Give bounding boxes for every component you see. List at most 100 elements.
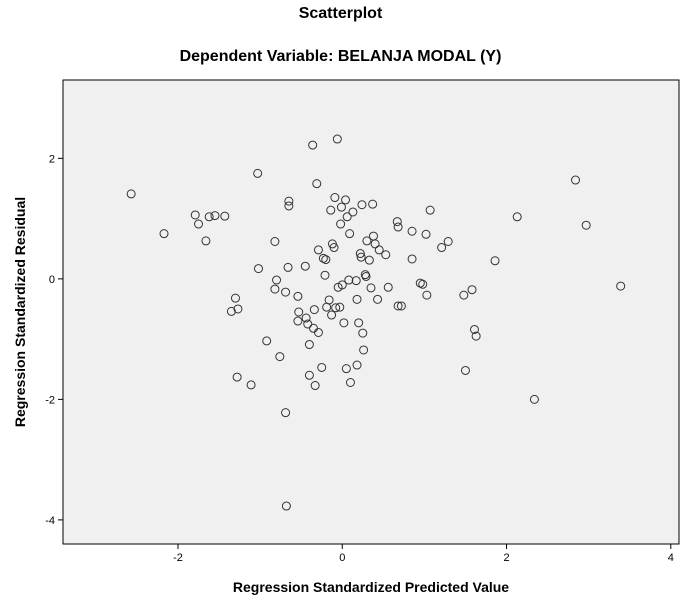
y-tick-label: -4 <box>45 515 55 527</box>
data-point <box>469 324 479 334</box>
data-point <box>358 328 368 338</box>
data-point <box>301 313 311 323</box>
data-point <box>490 256 500 266</box>
data-point <box>304 370 314 380</box>
data-point <box>407 226 417 236</box>
data-point <box>571 175 581 185</box>
data-point <box>345 378 355 388</box>
data-point <box>331 303 341 313</box>
data-point <box>313 327 323 337</box>
data-point <box>356 252 366 262</box>
data-point <box>281 287 291 297</box>
plot-area <box>62 79 680 545</box>
data-point <box>330 193 340 203</box>
data-point <box>310 381 320 391</box>
data-point <box>512 212 522 222</box>
data-point <box>351 276 361 286</box>
data-point <box>312 179 322 189</box>
data-point <box>459 290 469 300</box>
data-point <box>344 275 354 285</box>
data-point <box>342 212 352 222</box>
data-point <box>253 264 263 274</box>
data-point <box>284 201 294 211</box>
data-point <box>425 205 435 215</box>
data-point <box>326 205 336 215</box>
data-point <box>393 222 403 232</box>
data-point <box>345 229 355 239</box>
data-point <box>418 279 428 289</box>
data-point <box>392 217 402 227</box>
data-point <box>233 304 243 314</box>
data-point <box>366 283 376 293</box>
data-point <box>270 236 280 246</box>
chart-subtitle: Dependent Variable: BELANJA MODAL (Y) <box>179 48 502 65</box>
data-point <box>126 189 136 199</box>
data-point <box>246 380 256 390</box>
y-axis-label: Regression Standardized Residual <box>12 197 28 427</box>
data-point <box>370 239 380 249</box>
data-point <box>270 284 280 294</box>
axis-ticks: -2 0 2 4 -4 -2 0 2 <box>45 153 674 564</box>
data-point <box>396 301 406 311</box>
data-point <box>348 207 358 217</box>
data-point <box>357 200 367 210</box>
data-point <box>320 270 330 280</box>
data-point <box>383 282 393 292</box>
x-tick-label: -2 <box>173 552 183 564</box>
data-point <box>352 294 362 304</box>
data-point <box>300 261 310 271</box>
data-points <box>126 134 626 511</box>
data-point <box>373 294 383 304</box>
data-point <box>262 336 272 346</box>
data-point <box>337 280 347 290</box>
data-point <box>226 306 236 316</box>
data-point <box>313 245 323 255</box>
data-point <box>281 501 291 511</box>
data-point <box>581 220 591 230</box>
x-tick-label: 2 <box>503 552 509 564</box>
data-point <box>253 168 263 178</box>
data-point <box>529 394 539 404</box>
data-point <box>355 249 365 259</box>
data-point <box>393 301 403 311</box>
data-point <box>293 291 303 301</box>
data-point <box>421 229 431 239</box>
data-point <box>354 318 364 328</box>
x-axis-label: Regression Standardized Predicted Value <box>233 579 509 595</box>
data-point <box>381 250 391 260</box>
data-point <box>335 302 345 312</box>
data-point <box>210 211 220 221</box>
data-point <box>336 219 346 229</box>
data-point <box>321 255 331 265</box>
data-point <box>272 275 282 285</box>
data-point <box>362 236 372 246</box>
data-point <box>336 202 346 212</box>
data-point <box>294 307 304 317</box>
data-point <box>309 305 319 315</box>
data-point <box>324 295 334 305</box>
data-point <box>471 331 481 341</box>
data-point <box>281 408 291 418</box>
data-point <box>304 340 314 350</box>
data-point <box>230 293 240 303</box>
data-point <box>190 210 200 220</box>
data-point <box>329 243 339 253</box>
y-tick-label: 2 <box>49 153 55 165</box>
y-tick-label: -2 <box>45 394 55 406</box>
data-point <box>275 352 285 362</box>
data-point <box>332 134 342 144</box>
data-point <box>422 290 432 300</box>
data-point <box>327 310 337 320</box>
data-point <box>220 211 230 221</box>
data-point <box>159 229 169 239</box>
data-point <box>201 236 211 246</box>
x-tick-label: 0 <box>339 552 345 564</box>
data-point <box>374 245 384 255</box>
x-tick-label: 4 <box>668 552 674 564</box>
data-point <box>437 243 447 253</box>
data-point <box>232 372 242 382</box>
data-point <box>616 281 626 291</box>
data-point <box>364 255 374 265</box>
data-point <box>341 195 351 205</box>
